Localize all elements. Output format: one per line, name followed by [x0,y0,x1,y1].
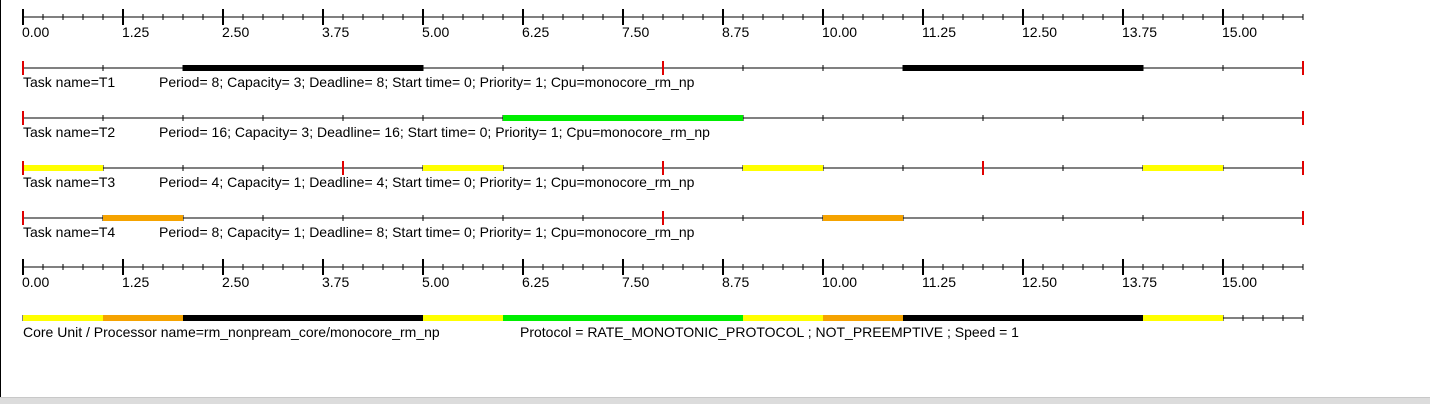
processor-execution-bar[interactable] [103,315,183,321]
processor-time-axis-tick-label: 3.75 [322,274,349,290]
horizontal-scrollbar-track[interactable] [0,397,1430,404]
top-time-axis-tick-label: 12.50 [1022,24,1057,40]
task-row-3-execution-bar[interactable] [1143,165,1223,171]
task-row-3-execution-bar[interactable] [423,165,503,171]
top-time-axis-tick-label: 13.75 [1122,24,1157,40]
task-row-3-execution-bar[interactable] [23,165,103,171]
processor-protocol-label: Protocol = RATE_MONOTONIC_PROTOCOL ; NOT… [520,324,1019,340]
processor-time-axis-tick-label: 5.00 [422,274,449,290]
task-row-1-execution-bar[interactable] [903,65,1143,71]
processor-execution-bar[interactable] [183,315,423,321]
top-time-axis-tick-label: 1.25 [122,24,149,40]
top-time-axis-tick-label: 2.50 [222,24,249,40]
top-time-axis-tick-label: 0.00 [22,24,49,40]
top-time-axis-tick-label: 8.75 [722,24,749,40]
processor-time-axis-tick-label: 15.00 [1222,274,1257,290]
top-time-axis-tick-label: 3.75 [322,24,349,40]
processor-name-label: Core Unit / Processor name=rm_nonpream_c… [23,324,440,340]
processor-time-axis-tick-label: 12.50 [1022,274,1057,290]
processor-time-axis-tick-label: 1.25 [122,274,149,290]
task-row-2-params-label: Period= 16; Capacity= 3; Deadline= 16; S… [159,124,710,140]
processor-execution-bar[interactable] [503,315,743,321]
processor-execution-bar[interactable] [823,315,903,321]
task-row-3-name-label: Task name=T3 [23,174,115,190]
task-row-4-execution-bar[interactable] [823,215,903,221]
task-row-2-execution-bar[interactable] [503,115,743,121]
processor-execution-bar[interactable] [1143,315,1223,321]
processor-time-axis-tick-label: 11.25 [922,274,956,290]
processor-time-axis-tick-label: 10.00 [822,274,857,290]
task-row-1-name-label: Task name=T1 [23,74,115,90]
task-row-2-name-label: Task name=T2 [23,124,115,140]
top-time-axis-tick-label: 15.00 [1222,24,1257,40]
processor-execution-bar[interactable] [903,315,1143,321]
top-time-axis-tick-label: 6.25 [522,24,549,40]
processor-time-axis-tick-label: 7.50 [622,274,649,290]
task-row-4-execution-bar[interactable] [103,215,183,221]
task-row-3-params-label: Period= 4; Capacity= 1; Deadline= 4; Sta… [159,174,695,190]
top-time-axis-tick-label: 11.25 [922,24,956,40]
task-row-1-params-label: Period= 8; Capacity= 3; Deadline= 8; Sta… [159,74,695,90]
top-time-axis-tick-label: 10.00 [822,24,857,40]
processor-time-axis-tick-label: 6.25 [522,274,549,290]
task-row-4-params-label: Period= 8; Capacity= 1; Deadline= 8; Sta… [159,224,695,240]
processor-time-axis-tick-label: 0.00 [22,274,49,290]
processor-execution-bar[interactable] [423,315,503,321]
task-row-4-name-label: Task name=T4 [23,224,115,240]
processor-time-axis-tick-label: 2.50 [222,274,249,290]
processor-time-axis-tick-label: 13.75 [1122,274,1157,290]
top-time-axis-tick-label: 5.00 [422,24,449,40]
top-time-axis-tick-label: 7.50 [622,24,649,40]
task-row-1-execution-bar[interactable] [183,65,423,71]
processor-time-axis-tick-label: 8.75 [722,274,749,290]
processor-execution-bar[interactable] [23,315,103,321]
processor-execution-bar[interactable] [743,315,823,321]
task-row-3-execution-bar[interactable] [743,165,823,171]
